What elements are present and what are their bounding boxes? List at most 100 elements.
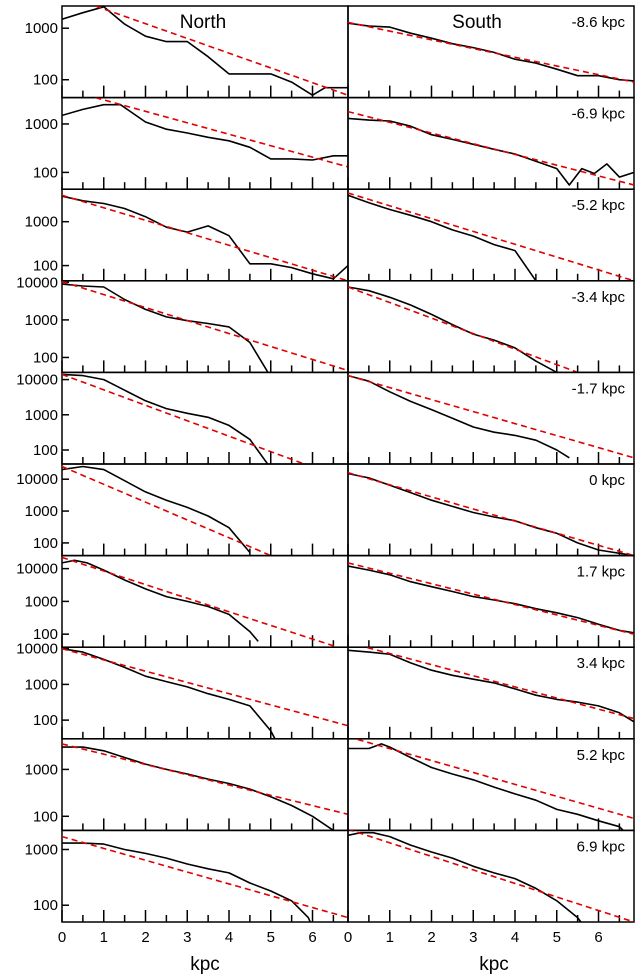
y-tick-label: 100 [33,164,58,181]
fit-line [95,6,348,96]
slice-label: -3.4 kpc [572,289,626,306]
series-clip-group [62,743,348,831]
x-tick-label: 0 [344,929,352,946]
slice-label: 5.2 kpc [577,747,626,764]
x-tick-label: 3 [183,929,191,946]
series-clip-group [348,830,634,923]
slice-label: -6.9 kpc [572,106,626,123]
fit-line [348,286,578,373]
fit-line [62,280,348,372]
fit-line [95,97,348,168]
panel-north-7: 100 1000 10000 [16,641,349,740]
profile-line [62,373,269,464]
profile-line [348,831,582,923]
profile-line [348,649,634,723]
slice-label: 3.4 kpc [577,655,626,672]
y-tick-label: 1000 [25,214,58,231]
y-tick-label: 10000 [16,274,58,291]
x-tick-label: 1 [100,929,108,946]
series-clip-group [348,647,634,723]
x-tick-label: 6 [308,929,316,946]
series-clip-group [348,110,634,186]
slice-label: -1.7 kpc [572,380,626,397]
x-tick-label: 2 [141,929,149,946]
fit-line [348,830,634,923]
profile-line [348,117,634,186]
profile-line [62,195,348,280]
y-tick-label: 1000 [25,503,58,520]
fit-line [62,465,272,556]
series-clip-group [348,738,634,831]
x-axis-title-left: kpc [190,954,220,975]
y-tick-label: 10000 [16,471,58,488]
panel-frame [61,371,349,465]
profile-line [348,374,570,459]
slice-label: -8.6 kpc [572,14,626,31]
panel-frame [61,96,349,190]
series-clip-group [62,97,348,168]
y-tick-label: 1000 [25,20,58,37]
series-clip-group [348,192,634,281]
x-tick-label: 0 [58,929,66,946]
fit-line [62,556,338,648]
fit-line [62,835,348,919]
panel-north-8: 100 1000 [25,738,349,832]
profile-line [62,647,276,739]
y-tick-label: 100 [33,535,58,552]
profile-line [348,194,538,281]
x-tick-label: 6 [594,929,602,946]
fit-line [362,647,634,720]
series-clip-group [348,374,634,459]
series-clip-group [62,465,272,556]
panel-north-4: 100 1000 10000 [16,371,349,465]
panel-north-3: 100 1000 10000 [16,274,349,374]
x-tick-label: 2 [427,929,435,946]
profile-line [62,6,348,96]
slice-label: 1.7 kpc [577,564,626,581]
panel-frame [61,463,349,557]
profile-line [348,743,625,831]
profile-line [62,559,259,642]
series-clip-group [348,471,634,556]
y-tick-label: 100 [33,808,58,825]
panel-south-6 [347,554,635,648]
y-tick-label: 100 [33,442,58,459]
series-clip-group [62,6,348,96]
series-clip-group [62,556,338,648]
panel-north-5: 100 1000 10000 [16,463,349,557]
y-tick-label: 100 [33,258,58,275]
fit-line [62,743,348,816]
slice-label: 6.9 kpc [577,838,626,855]
fit-line [62,194,348,281]
y-tick-label: 1000 [25,116,58,133]
slice-label: -5.2 kpc [572,197,626,214]
fit-line [348,21,634,83]
x-tick-label: 4 [225,929,233,946]
series-clip-group [62,194,348,281]
x-tick-label: 5 [267,929,275,946]
panel-frame [61,188,349,282]
x-axis-title-right: kpc [479,954,509,975]
panel-south-9 [347,829,635,923]
panel-north-2: 100 1000 [25,188,349,282]
profile-line [348,472,634,556]
y-tick-label: 1000 [25,841,58,858]
series-clip-group [62,280,348,373]
slice-label: 0 kpc [589,472,625,489]
north-title: North [180,12,226,33]
south-title: South [452,12,502,33]
x-tick-label: 1 [386,929,394,946]
series-clip-group [62,373,305,464]
series-clip-group [348,286,578,373]
y-tick-label: 100 [33,897,58,914]
panel-north-6: 100 1000 10000 [16,554,349,648]
profile-line [62,283,269,373]
y-tick-label: 100 [33,712,58,729]
y-tick-label: 10000 [16,641,58,658]
x-tick-label: 4 [511,929,519,946]
x-tick-label: 5 [553,929,561,946]
panel-frame [61,554,349,648]
panel-north-9: 100 1000 [25,829,349,923]
x-tick-label: 3 [469,929,477,946]
